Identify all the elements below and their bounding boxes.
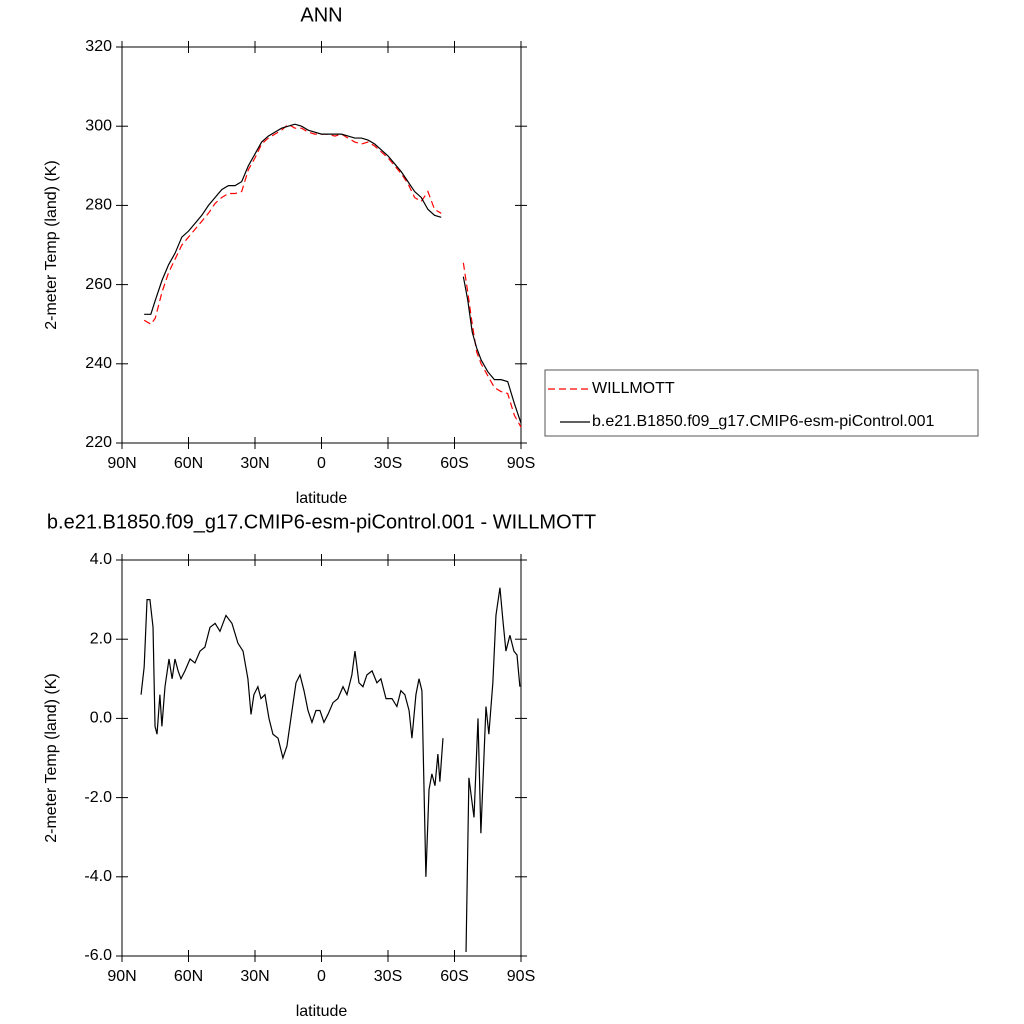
- x-tick-label: 60S: [440, 968, 468, 985]
- y-tick-label: 4.0: [90, 551, 112, 568]
- y-tick-label: 2.0: [90, 630, 112, 647]
- legend-label: b.e21.B1850.f09_g17.CMIP6-esm-piControl.…: [592, 413, 935, 430]
- legend-box: [544, 369, 979, 437]
- y-tick-label: 300: [85, 117, 112, 134]
- x-tick-label: 90N: [107, 455, 136, 472]
- plot-frame: [121, 559, 522, 957]
- x-axis-label: latitude: [296, 490, 348, 507]
- y-tick-label: -6.0: [84, 947, 112, 964]
- y-tick-label: 260: [85, 276, 112, 293]
- x-tick-label: 0: [317, 455, 326, 472]
- chart-title: b.e21.B1850.f09_g17.CMIP6-esm-piControl.…: [47, 511, 596, 533]
- y-tick-label: 0.0: [90, 710, 112, 727]
- x-tick-label: 30S: [374, 455, 402, 472]
- x-tick-label: 90S: [507, 968, 535, 985]
- x-tick-label: 90S: [507, 455, 535, 472]
- x-tick-label: 30N: [240, 968, 269, 985]
- chart-title: ANN: [300, 4, 342, 26]
- x-tick-label: 0: [317, 968, 326, 985]
- y-tick-label: -2.0: [84, 789, 112, 806]
- x-tick-label: 60N: [174, 968, 203, 985]
- x-axis-label: latitude: [296, 1003, 348, 1020]
- x-tick-label: 60S: [440, 455, 468, 472]
- y-tick-label: -4.0: [84, 868, 112, 885]
- data-line: [144, 123, 522, 424]
- y-tick-label: 220: [85, 434, 112, 451]
- y-axis-label: 2-meter Temp (land) (K): [43, 160, 60, 330]
- y-axis-label: 2-meter Temp (land) (K): [43, 673, 60, 843]
- x-tick-label: 30N: [240, 455, 269, 472]
- x-tick-label: 60N: [174, 455, 203, 472]
- legend-label: WILLMOTT: [592, 380, 675, 397]
- y-tick-label: 320: [85, 38, 112, 55]
- x-tick-label: 90N: [107, 968, 136, 985]
- data-line: [140, 587, 521, 953]
- data-line: [143, 123, 522, 428]
- y-tick-label: 240: [85, 355, 112, 372]
- x-tick-label: 30S: [374, 968, 402, 985]
- y-tick-label: 280: [85, 197, 112, 214]
